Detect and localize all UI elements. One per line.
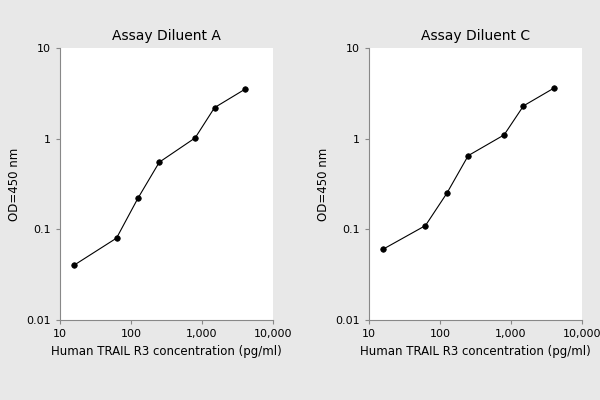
X-axis label: Human TRAIL R3 concentration (pg/ml): Human TRAIL R3 concentration (pg/ml) [51, 344, 282, 358]
Title: Assay Diluent A: Assay Diluent A [112, 29, 221, 43]
Title: Assay Diluent C: Assay Diluent C [421, 29, 530, 43]
X-axis label: Human TRAIL R3 concentration (pg/ml): Human TRAIL R3 concentration (pg/ml) [360, 344, 591, 358]
Y-axis label: OD=450 nm: OD=450 nm [317, 147, 330, 221]
Y-axis label: OD=450 nm: OD=450 nm [8, 147, 21, 221]
